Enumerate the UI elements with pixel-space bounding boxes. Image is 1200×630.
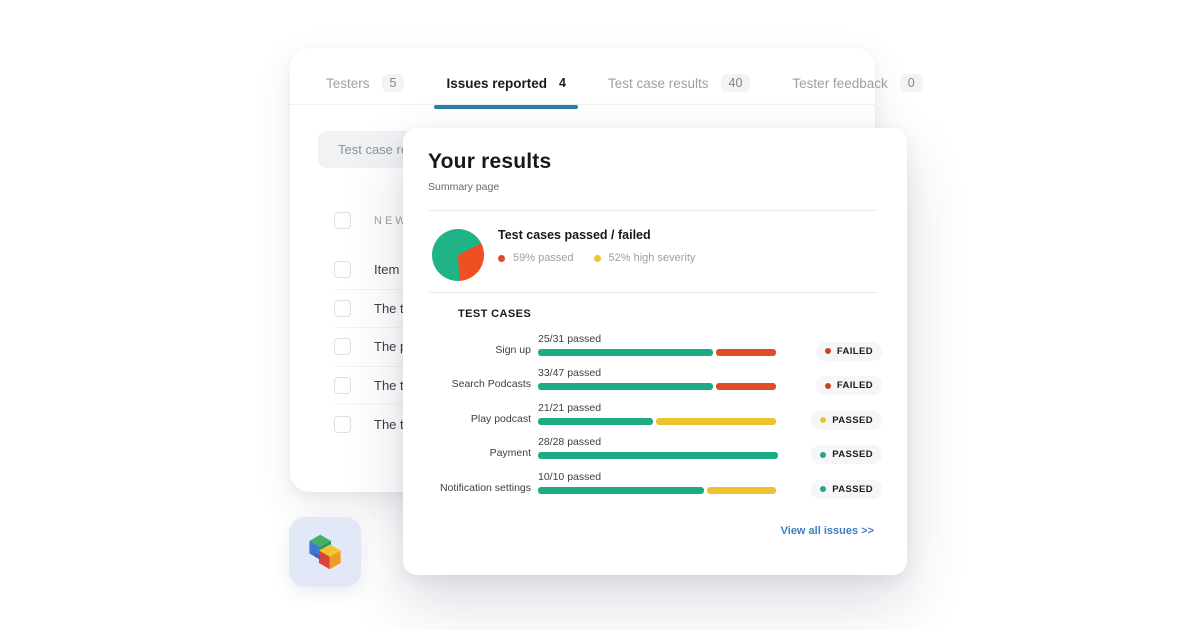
issue-checkbox[interactable] [334,415,351,433]
passed-count-label: 21/21 passed [538,401,602,414]
pie-legend: 59% passed 52% high severity [498,252,695,264]
test-case-name: Play podcast [470,412,531,425]
status-text: FAILED [836,380,873,391]
legend-item-passed: 59% passed [498,252,574,264]
logo-facet-orange [329,550,341,570]
results-card: Your results Summary page Test cases pas… [403,128,907,575]
status-text: PASSED [832,414,873,426]
status-text: FAILED [836,345,873,357]
status-badge: PASSED [811,445,882,464]
status-badge: FAILED [815,341,882,361]
progress-bar-block: 21/21 passed [538,402,778,425]
status-dot-icon [820,486,827,492]
test-case-name: Payment [489,447,531,459]
section-title: TEST CASES [458,308,532,320]
test-case-list: Sign up 25/31 passed FAILED Search Podca… [428,321,882,499]
passed-count-label: 28/28 passed [538,436,602,448]
divider [428,210,877,211]
pie-chart [432,229,484,281]
progress-bar [538,417,778,425]
progress-bar [538,452,778,459]
issue-checkbox[interactable] [334,376,351,394]
tab-testers[interactable]: Testers 5 [326,74,405,109]
tab-count-badge: 0 [899,74,923,92]
tab-tester-feedback[interactable]: Tester feedback 0 [792,74,923,109]
tab-label: Tester feedback [792,75,888,91]
tab-bar: Testers 5 Issues reported 4 Test case re… [326,74,923,109]
app-logo [289,517,361,587]
tabs-divider [290,104,875,105]
tab-label: Testers [326,75,370,91]
logo-facet-red [318,550,330,570]
progress-bar-block: 28/28 passed [538,436,778,459]
status-badge: PASSED [811,410,882,430]
tab-label: Issues reported [446,75,548,91]
status-text: PASSED [832,449,873,460]
summary-title: Test cases passed / failed [498,228,651,242]
logo-facet-purple [314,552,321,560]
legend-label: 52% high severity [608,252,696,264]
legend-label: 59% passed [513,252,574,264]
status-dot-icon [820,451,827,458]
tab-label: Test case results [607,75,709,91]
progress-bar-block: 25/31 passed [538,333,778,356]
passed-count-label: 33/47 passed [538,367,602,379]
page-title: Your results [428,150,552,173]
issue-checkbox[interactable] [334,299,351,317]
tab-count-badge: 40 [720,74,751,92]
issue-checkbox[interactable] [334,338,351,356]
red-dot-icon [498,254,505,262]
test-case-name: Sign up [495,343,531,356]
yellow-dot-icon [593,254,601,262]
status-dot-icon [824,348,831,354]
test-case-row: Search Podcasts 33/47 passed FAILED [428,356,882,395]
test-case-row: Play podcast 21/21 passed PASSED [428,390,882,430]
status-text: PASSED [832,483,873,495]
test-case-name: Notification settings [439,481,531,494]
tab-count-badge: 4 [559,76,566,90]
status-badge: FAILED [815,376,882,395]
view-all-issues-link[interactable]: View all issues >> [780,525,874,537]
progress-bar [538,486,778,494]
status-dot-icon [824,382,831,389]
select-all-checkbox[interactable] [334,212,351,229]
filter-text: Test case re [338,142,409,157]
passed-count-label: 10/10 passed [538,470,602,483]
divider [428,292,877,293]
tab-count-badge: 5 [381,74,405,92]
status-dot-icon [820,417,827,423]
test-case-name: Search Podcasts [451,378,531,390]
status-badge: PASSED [811,479,882,499]
progress-bar-block: 33/47 passed [538,367,778,390]
tab-test-case-results[interactable]: Test case results 40 [607,74,751,109]
test-case-row: Payment 28/28 passed PASSED [428,425,882,464]
progress-bar-block: 10/10 passed [538,471,778,494]
progress-bar [538,383,778,390]
test-case-row: Notification settings 10/10 passed PASSE… [428,459,882,499]
issue-checkbox[interactable] [334,261,351,279]
progress-bar [538,348,778,356]
page-subtitle: Summary page [428,181,500,193]
passed-count-label: 25/31 passed [538,332,602,345]
legend-item-high-severity: 52% high severity [593,252,696,264]
logo-facet-yellow [318,544,341,557]
test-case-row: Sign up 25/31 passed FAILED [428,321,882,361]
hexagon-cube-logo-icon [309,534,341,570]
tab-issues-reported[interactable]: Issues reported 4 [434,74,578,109]
